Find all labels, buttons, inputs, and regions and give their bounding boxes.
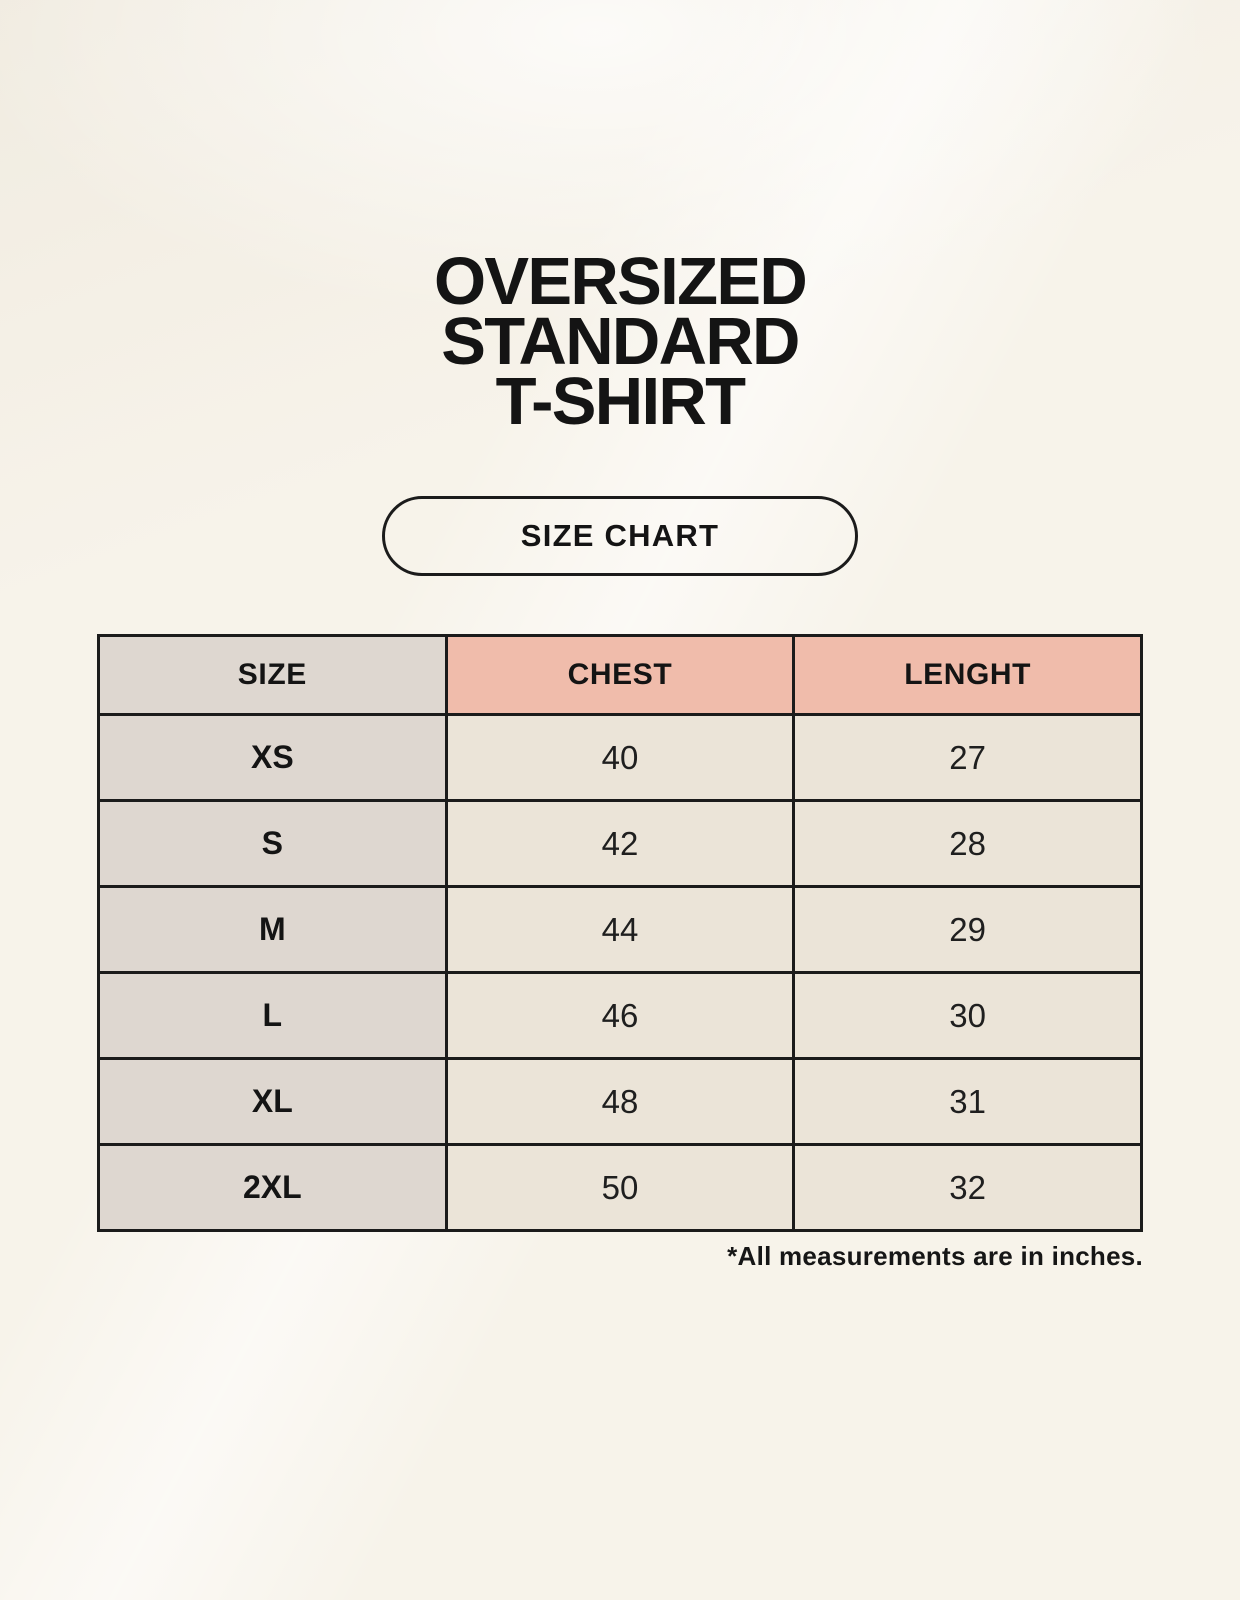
size-chart-badge: SIZE CHART [382,496,858,576]
length-cell: 31 [792,1057,1143,1146]
table-row-l: L 46 30 [97,971,1143,1060]
title-line: STANDARD [441,304,800,379]
size-chart-table-container: SIZE CHEST LENGHT XS 40 27 S 42 28 M [97,634,1143,1232]
measurements-footnote: *All measurements are in inches. [727,1241,1143,1271]
chest-cell: 46 [444,971,796,1060]
length-cell: 30 [792,971,1143,1060]
chest-cell: 48 [444,1057,796,1146]
title-line: T-SHIRT [495,364,747,439]
length-cell: 32 [792,1143,1143,1232]
header-row: SIZE CHEST LENGHT [97,634,1143,716]
length-cell: 28 [792,799,1143,888]
size-chart-table: SIZE CHEST LENGHT XS 40 27 S 42 28 M [97,634,1143,1232]
chest-cell: 40 [444,713,796,802]
size-cell: S [97,799,448,888]
column-header-size: SIZE [97,634,448,716]
column-header-chest: CHEST [444,634,796,716]
table-header: SIZE CHEST LENGHT [97,634,1143,716]
chest-cell: 50 [444,1143,796,1232]
table-row-s: S 42 28 [97,799,1143,888]
table-row-2xl: 2XL 50 32 [97,1143,1143,1232]
table-row-xl: XL 48 31 [97,1057,1143,1146]
chest-cell: 44 [444,885,796,974]
chest-cell: 42 [444,799,796,888]
title-line: OVERSIZED [433,244,808,319]
table-row-xs: XS 40 27 [97,713,1143,802]
size-cell: L [97,971,448,1060]
table-body: XS 40 27 S 42 28 M 44 29 L 46 30 [97,713,1143,1232]
column-header-length: LENGHT [792,634,1143,716]
table-row-m: M 44 29 [97,885,1143,974]
size-cell: M [97,885,448,974]
size-cell: XL [97,1057,448,1146]
size-cell: 2XL [97,1143,448,1232]
size-cell: XS [97,713,448,802]
length-cell: 29 [792,885,1143,974]
page-title: OVERSIZED STANDARD T-SHIRT [433,244,808,439]
length-cell: 27 [792,713,1143,802]
